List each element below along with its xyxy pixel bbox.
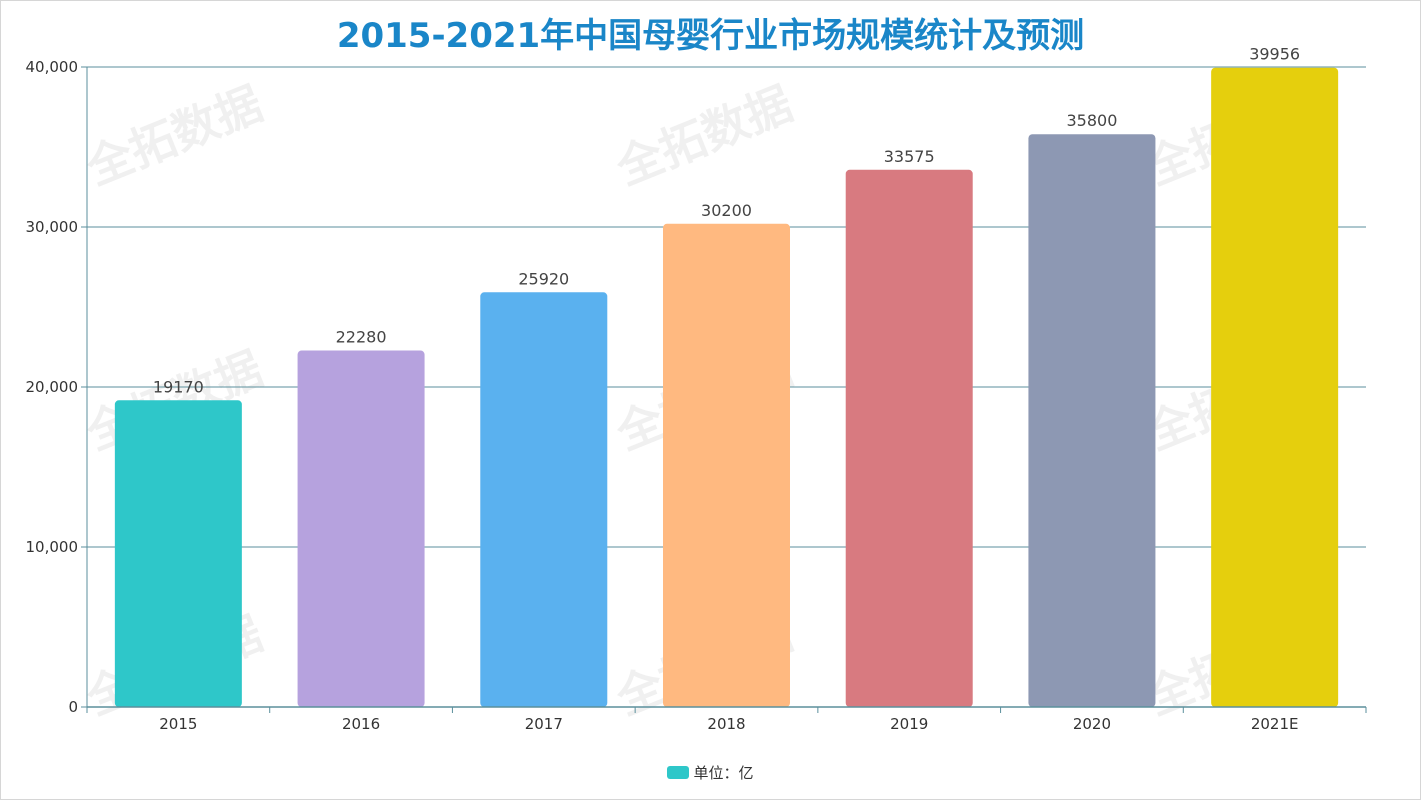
bar-2017 [480, 292, 608, 707]
y-tick-label: 30,000 [26, 218, 79, 236]
legend-label: 单位：亿 [693, 764, 754, 782]
bar-2015 [114, 400, 242, 707]
bar-2018 [663, 223, 790, 708]
y-tick-label: 10,000 [26, 538, 79, 556]
y-tick-label: 40,000 [26, 58, 79, 76]
bar-2019 [845, 169, 973, 708]
bar-2021E [1211, 67, 1339, 708]
legend[interactable]: 单位：亿 [0, 762, 1421, 783]
watermark-text: 全拓数据 [78, 76, 270, 195]
bar-2016 [297, 350, 425, 707]
x-tick-label: 2015 [159, 715, 197, 733]
data-label: 30200 [701, 201, 752, 220]
x-tick-label: 2020 [1073, 715, 1111, 733]
data-label: 25920 [518, 269, 569, 288]
x-tick-label: 2017 [525, 715, 563, 733]
x-tick-label: 2019 [890, 715, 928, 733]
data-label: 22280 [336, 328, 387, 347]
data-label: 19170 [153, 377, 204, 396]
legend-swatch [667, 766, 690, 779]
y-tick-label: 20,000 [26, 378, 79, 396]
y-tick-label: 0 [68, 698, 78, 716]
data-label: 39956 [1249, 45, 1300, 64]
x-tick-label: 2018 [707, 715, 745, 733]
x-tick-label: 2016 [342, 715, 380, 733]
data-label: 33575 [884, 147, 935, 166]
watermark-text: 全拓数据 [608, 76, 800, 195]
x-tick-label: 2021E [1251, 715, 1299, 733]
data-label: 35800 [1066, 111, 1117, 130]
chart-title: 2015-2021年中国母婴行业市场规模统计及预测 [336, 16, 1085, 56]
bar-2020 [1028, 134, 1156, 707]
